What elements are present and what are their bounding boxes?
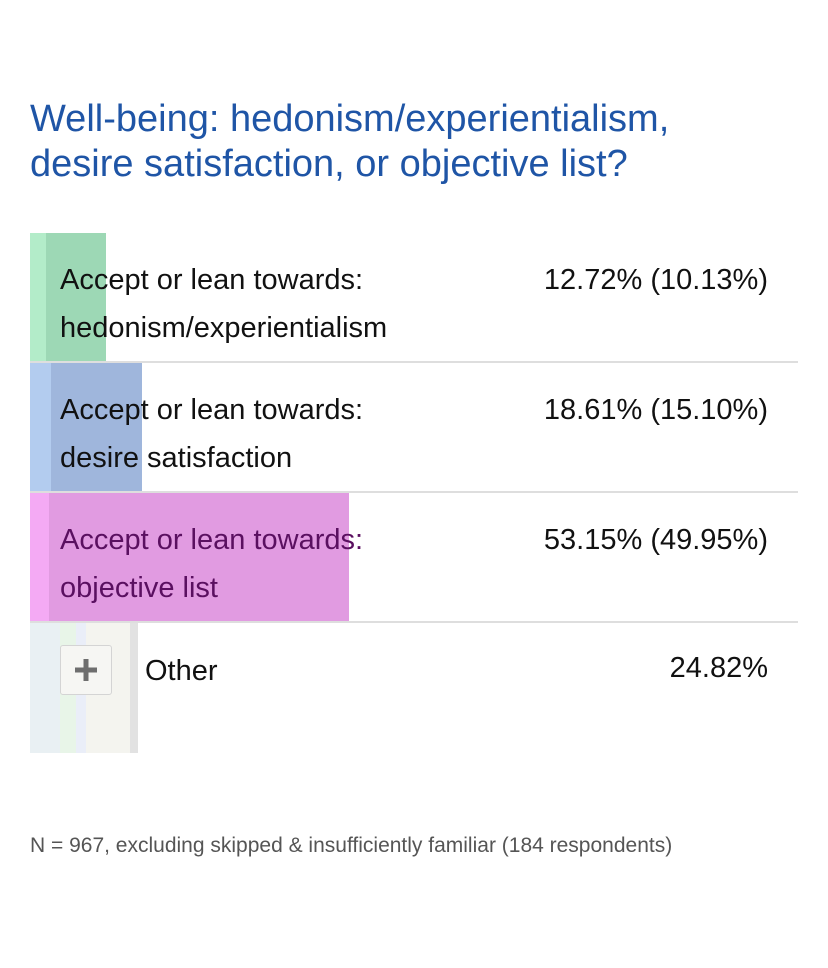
option-label-line-2: objective list xyxy=(60,572,218,604)
option-value-objective: 53.15% (49.95%) xyxy=(543,524,768,556)
bar-accept-objective xyxy=(49,493,349,621)
footnote: N = 967, excluding skipped & insufficien… xyxy=(30,834,673,857)
chart-title-line-2: desire satisfaction, or objective list? xyxy=(30,143,628,185)
option-label-line-1: Accept or lean towards: xyxy=(60,264,364,296)
chart-title: Well-being: hedonism/experientialism, de… xyxy=(30,97,800,187)
option-value-desire: 18.61% (15.10%) xyxy=(543,394,768,426)
bar-accept-hedonism xyxy=(45,233,107,361)
option-label-objective: Accept or lean towards: objective list xyxy=(60,516,450,612)
option-label-desire: Accept or lean towards: desire satisfact… xyxy=(60,386,450,482)
option-label-hedonism: Accept or lean towards: hedonism/experie… xyxy=(60,256,450,352)
other-bar-segment xyxy=(30,623,60,753)
option-label-line-2: desire satisfaction xyxy=(60,442,293,474)
result-row-objective: Accept or lean towards: objective list 5… xyxy=(30,493,798,623)
option-label-line-1: Accept or lean towards: xyxy=(60,394,364,426)
result-row-desire: Accept or lean towards: desire satisfact… xyxy=(30,363,798,493)
chart-title-line-1: Well-being: hedonism/experientialism, xyxy=(30,98,670,140)
other-value: 24.82% xyxy=(669,652,768,684)
option-label-line-1: Accept or lean towards: xyxy=(60,524,364,556)
bar-group-objective xyxy=(30,493,798,621)
option-value-hedonism: 12.72% (10.13%) xyxy=(543,264,768,296)
plus-icon xyxy=(75,659,97,681)
bar-group-desire xyxy=(30,363,798,491)
expand-other-button[interactable] xyxy=(60,645,112,695)
bar-accept-desire xyxy=(51,363,142,491)
bar-group-hedonism xyxy=(30,233,798,361)
result-row-hedonism: Accept or lean towards: hedonism/experie… xyxy=(30,233,798,363)
result-row-other: Other 24.82% xyxy=(30,623,798,753)
results-chart: Accept or lean towards: hedonism/experie… xyxy=(30,233,798,753)
other-bar-segment xyxy=(130,623,138,753)
other-label: Other xyxy=(145,655,218,687)
option-label-line-2: hedonism/experientialism xyxy=(60,312,388,344)
